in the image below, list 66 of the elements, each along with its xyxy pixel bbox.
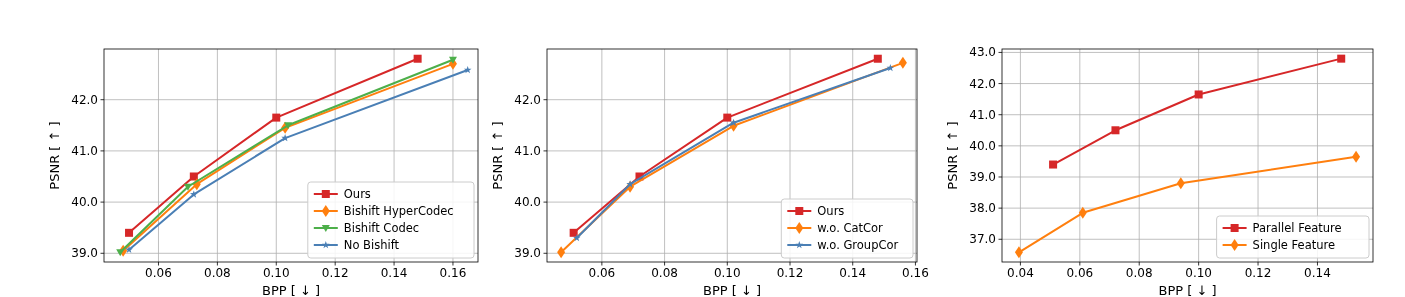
legend-label: Parallel Feature [1252,221,1342,235]
point [284,122,293,130]
point [723,113,732,122]
legend-label: w.o. CatCor [817,221,884,235]
point [125,245,133,253]
y-tick-label: 42.0 [969,76,996,91]
y-tick-label: 40.0 [969,138,996,153]
point [272,113,281,122]
point [1337,54,1346,63]
point [448,56,457,64]
x-tick-label: 0.10 [1185,266,1212,280]
y-axis-title: PSNR [ ↑ ] [490,121,505,190]
point [569,228,578,237]
x-tick-label: 0.08 [204,266,231,280]
x-tick-label: 0.16 [902,266,929,280]
y-tick-label: 40.0 [71,195,98,210]
x-tick-label: 0.16 [439,266,467,280]
x-tick-label: 0.10 [713,266,741,280]
legend-label: Single Feature [1252,238,1336,252]
x-tick-label: 0.06 [145,266,172,280]
legend-label: Ours [817,204,845,218]
point [189,172,198,181]
point [125,228,134,237]
y-tick-label: 39.0 [514,246,541,261]
y-tick-label: 39.0 [969,169,996,184]
legend-label: Bishift Codec [343,221,420,235]
y-tick-label: 38.0 [969,201,996,216]
y-tick-label: 39.0 [71,246,98,261]
x-tick-label: 0.10 [262,266,290,280]
point [873,54,882,63]
point [626,180,634,188]
x-tick-label: 0.08 [1125,266,1153,280]
y-tick-label: 41.0 [969,107,996,122]
x-tick-label: 0.08 [651,266,678,280]
x-tick-label: 0.14 [380,266,408,280]
y-axis-title: PSNR [ ↑ ] [945,121,960,190]
y-axis-title: PSNR [ ↑ ] [47,121,62,190]
point [1111,126,1120,135]
point [281,134,289,142]
y-tick-label: 41.0 [514,143,541,158]
legend-label: w.o. GroupCor [817,238,899,252]
point [190,190,198,198]
legend-label: Bishift HyperCodec [343,204,454,218]
x-tick-label: 0.04 [1007,266,1034,280]
x-tick-label: 0.06 [1066,266,1094,280]
y-tick-label: 37.0 [969,232,996,247]
y-tick-label: 42.0 [71,92,98,107]
x-tick-label: 0.06 [588,266,616,280]
y-tick-label: 43.0 [969,45,996,60]
point [413,54,422,63]
legend-label: Ours [343,187,371,201]
point [116,249,125,257]
y-tick-label: 40.0 [514,195,541,210]
x-tick-label: 0.12 [776,266,804,280]
x-tick-label: 0.14 [1304,266,1331,280]
y-tick-label: 42.0 [514,92,541,107]
x-tick-label: 0.12 [321,266,349,280]
x-axis-title: BPP [ ↓ ] [261,283,321,297]
point [1194,90,1203,99]
x-axis-title: BPP [ ↓ ] [1158,283,1217,297]
x-tick-label: 0.14 [839,266,867,280]
x-axis-title: BPP [ ↓ ] [702,283,762,297]
point [1049,160,1058,169]
legend-label: No Bishift [343,238,400,252]
x-tick-label: 0.12 [1244,266,1272,280]
y-tick-label: 41.0 [71,143,98,158]
